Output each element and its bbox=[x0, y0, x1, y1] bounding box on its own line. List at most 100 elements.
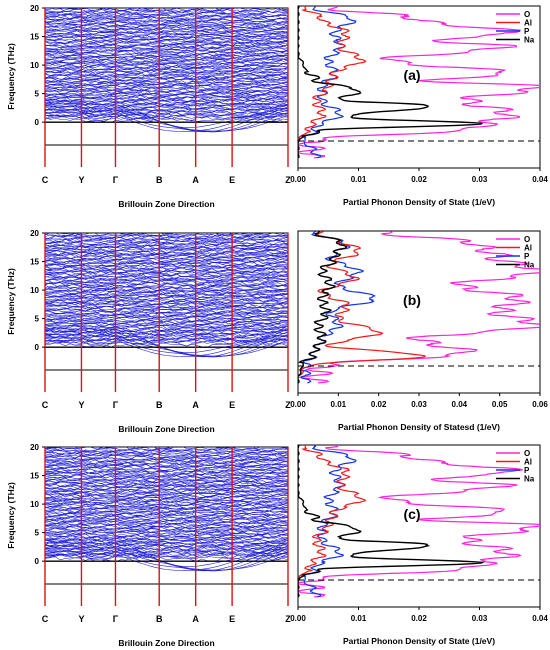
band-line bbox=[45, 447, 288, 456]
band-line bbox=[45, 238, 288, 246]
band-line bbox=[45, 484, 288, 492]
band-line bbox=[45, 56, 288, 65]
band-line bbox=[45, 235, 288, 244]
y-tick-label: 10 bbox=[30, 500, 39, 509]
band-line bbox=[45, 103, 288, 112]
phonon-bands bbox=[45, 8, 288, 133]
kpoint-label: Y bbox=[78, 175, 84, 185]
band-line bbox=[45, 505, 288, 514]
band-line bbox=[45, 492, 288, 501]
band-line bbox=[45, 524, 288, 533]
kpoint-label: Y bbox=[78, 400, 84, 410]
band-line bbox=[45, 54, 288, 63]
band-line bbox=[45, 486, 288, 494]
band-line bbox=[45, 27, 288, 36]
band-line bbox=[45, 76, 288, 85]
band-line bbox=[45, 287, 288, 296]
band-line bbox=[45, 90, 288, 99]
pdos-x-axis-label: Partial Phonon Density of Statesd (1/eV) bbox=[338, 422, 500, 432]
band-structure-panel-1: C Y Γ B A E Z 0 5 10 15 20 Frequency (THz) Brillouin … bbox=[6, 4, 291, 209]
band-y-axis-label: Frequency (THz) bbox=[6, 482, 16, 549]
band-line bbox=[45, 501, 288, 510]
band-line bbox=[45, 553, 288, 561]
band-line bbox=[45, 332, 288, 340]
legend-label-O: O bbox=[524, 10, 530, 19]
band-line bbox=[45, 542, 288, 551]
band-line bbox=[45, 31, 288, 40]
kpoint-label: Z bbox=[285, 175, 291, 185]
kpoint-label: A bbox=[192, 400, 199, 410]
band-line bbox=[45, 47, 288, 56]
pdos-line-Na bbox=[298, 231, 348, 384]
band-line bbox=[45, 489, 288, 498]
kpoint-label: C bbox=[42, 175, 49, 185]
kpoint-label: C bbox=[42, 400, 49, 410]
x-tick-label: 0.00 bbox=[290, 400, 306, 409]
x-tick-label: 0.04 bbox=[532, 614, 548, 623]
band-line bbox=[45, 53, 288, 62]
band-line bbox=[45, 249, 288, 258]
band-line bbox=[45, 281, 288, 290]
band-line bbox=[45, 502, 288, 510]
band-line bbox=[45, 512, 288, 520]
band-line bbox=[45, 483, 288, 491]
band-line bbox=[45, 71, 288, 80]
band-line bbox=[45, 77, 288, 86]
band-line bbox=[45, 255, 288, 264]
x-tick-label: 0.06 bbox=[532, 400, 548, 409]
soft-branch-line bbox=[45, 334, 288, 358]
x-tick-label: 0.01 bbox=[331, 400, 347, 409]
legend-label-O: O bbox=[524, 449, 530, 458]
panel-label: (b) bbox=[403, 292, 421, 308]
band-line bbox=[45, 115, 288, 123]
band-line bbox=[45, 278, 288, 286]
band-line bbox=[45, 457, 288, 466]
band-line bbox=[45, 296, 288, 305]
band-line bbox=[45, 295, 288, 304]
band-line bbox=[45, 272, 288, 280]
x-tick-label: 0.03 bbox=[472, 614, 488, 623]
y-tick-label: 15 bbox=[30, 472, 39, 481]
band-line bbox=[45, 268, 288, 277]
band-line bbox=[45, 243, 288, 251]
band-line bbox=[45, 102, 288, 110]
band-line bbox=[45, 97, 288, 106]
band-line bbox=[45, 45, 288, 54]
x-tick-label: 0.00 bbox=[290, 175, 306, 184]
band-line bbox=[45, 303, 288, 312]
y-tick-label: 15 bbox=[30, 258, 39, 267]
band-line bbox=[45, 517, 288, 526]
y-tick-label: 0 bbox=[35, 343, 40, 352]
band-line bbox=[45, 30, 288, 39]
band-line bbox=[45, 449, 288, 458]
band-line bbox=[45, 33, 288, 42]
kpoint-label: Γ bbox=[113, 614, 119, 624]
band-line bbox=[45, 275, 288, 284]
band-line bbox=[45, 283, 288, 292]
band-line bbox=[45, 467, 288, 476]
kpoint-label: A bbox=[192, 175, 199, 185]
x-tick-label: 0.00 bbox=[290, 614, 306, 623]
kpoint-label: B bbox=[156, 400, 163, 410]
soft-branch-line bbox=[45, 340, 288, 357]
band-line bbox=[45, 91, 288, 100]
kpoint-label: Z bbox=[285, 400, 291, 410]
band-line bbox=[45, 252, 288, 261]
band-line bbox=[45, 485, 288, 493]
band-line bbox=[45, 514, 288, 523]
band-line bbox=[45, 459, 288, 468]
band-line bbox=[45, 464, 288, 472]
band-line bbox=[45, 246, 288, 255]
pdos-line-Na bbox=[298, 6, 483, 159]
band-line bbox=[45, 235, 288, 243]
band-line bbox=[45, 451, 288, 460]
band-line bbox=[45, 15, 288, 23]
soft-branch-line bbox=[45, 337, 288, 357]
band-line bbox=[45, 475, 288, 484]
band-line bbox=[45, 508, 288, 517]
band-line bbox=[45, 326, 288, 335]
pdos-line-P bbox=[300, 6, 357, 159]
soft-branch-line bbox=[45, 554, 288, 571]
band-line bbox=[45, 491, 288, 500]
band-line bbox=[45, 57, 288, 66]
